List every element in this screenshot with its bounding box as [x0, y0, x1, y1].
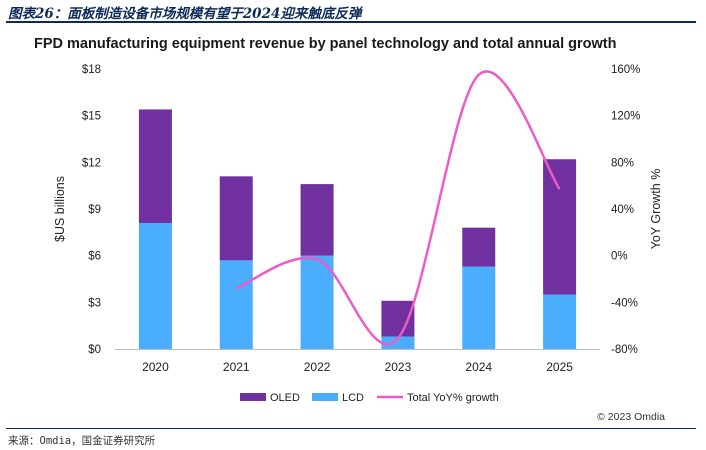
y2-tick-label: 0% — [611, 251, 628, 263]
x-tick-label: 2021 — [223, 360, 250, 374]
x-tick-label: 2025 — [546, 360, 573, 374]
y2-tick-label: 80% — [611, 157, 634, 169]
legend-swatch-lcd — [312, 393, 338, 401]
y-tick-label: $9 — [88, 204, 101, 216]
bar-lcd — [543, 294, 577, 349]
bar-lcd — [219, 260, 253, 349]
y-tick-label: $12 — [82, 157, 101, 169]
copyright-note: © 2023 Omdia — [597, 411, 665, 423]
y2-tick-label: 120% — [611, 111, 640, 123]
bar-oled — [543, 159, 577, 295]
x-tick-label: 2024 — [465, 360, 492, 374]
bar-lcd — [138, 223, 172, 349]
bar-oled — [300, 184, 334, 256]
y-tick-label: $0 — [88, 344, 101, 356]
y-axis-title: $US billions — [53, 176, 67, 242]
x-tick-label: 2022 — [304, 360, 331, 374]
bar-oled — [138, 109, 172, 223]
legend-label: Total YoY% growth — [407, 392, 499, 404]
bar-oled — [462, 227, 496, 267]
source-note: 来源：Omdia，国金证券研究所 — [8, 435, 156, 447]
growth-line — [235, 70, 561, 346]
x-tick-label: 2020 — [142, 360, 169, 374]
x-tick-label: 2023 — [385, 360, 412, 374]
legend-label: OLED — [270, 392, 300, 404]
legend-swatch-oled — [240, 393, 266, 401]
caption-rule — [6, 21, 696, 23]
y2-axis-title: YoY Growth % — [649, 169, 663, 250]
y-tick-label: $15 — [82, 111, 101, 123]
bar-lcd — [300, 255, 334, 349]
report-caption: 图表26：面板制造设备市场规模有望于2024迎来触底反弹 — [8, 6, 362, 22]
y2-tick-label: 160% — [611, 64, 640, 76]
legend-label: LCD — [342, 392, 364, 404]
bar-lcd — [381, 336, 415, 349]
y-tick-label: $18 — [82, 64, 101, 76]
y-tick-label: $3 — [88, 297, 101, 309]
source-rule — [6, 428, 696, 429]
y2-tick-label: -40% — [611, 297, 638, 309]
y2-tick-label: 40% — [611, 204, 634, 216]
bar-oled — [219, 176, 253, 261]
bar-lcd — [462, 266, 496, 349]
y-tick-label: $6 — [88, 251, 101, 263]
y2-tick-label: -80% — [611, 344, 638, 356]
chart-title: FPD manufacturing equipment revenue by p… — [34, 36, 617, 52]
